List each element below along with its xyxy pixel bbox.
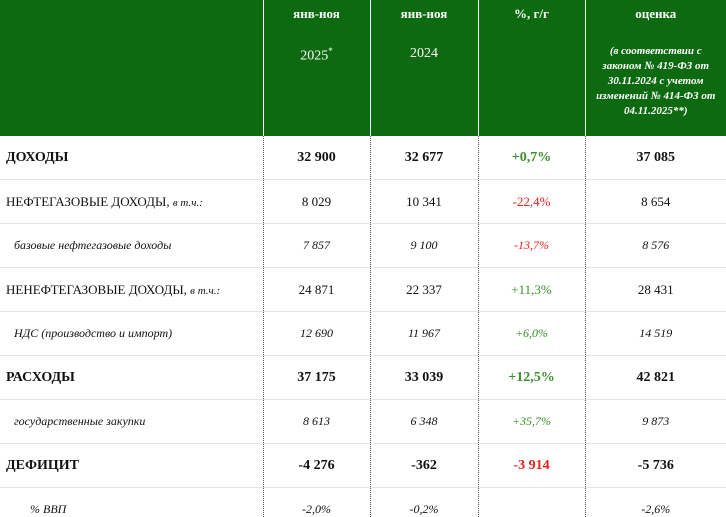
value-cell: +0,7% [477,136,585,180]
value-cell: 11 967 [369,311,478,356]
row-label: ДОХОДЫ [6,149,69,165]
value-cell: 6 348 [369,399,478,444]
value-cell: -2,6% [584,487,726,517]
row-label-cell: государственные закупки [0,399,263,444]
header-text: 2025 [300,48,329,64]
row-note: в т.ч.: [172,196,203,209]
table-row: НЕФТЕГАЗОВЫЕ ДОХОДЫ, в т.ч.: 8 029 10 341-… [0,179,726,224]
header-text: янв-ноя [293,6,340,21]
value-cell: 32 900 [262,136,370,180]
value-cell: 22 337 [369,267,478,312]
value-cell: 8 654 [584,179,726,224]
value-cell: +11,3% [477,267,585,312]
table-row: базовые нефтегазовые доходы 7 857 9 100 -13… [0,223,726,268]
table-row: НЕНЕФТЕГАЗОВЫЕ ДОХОДЫ, в т.ч.: 24 871 22 3… [0,267,726,312]
value-cell [477,487,585,517]
header-cell: янв-ноя 2024 [369,0,478,136]
header-cell: оценка (в соответствии с законом № 419-ФЗ… [584,0,726,136]
value-cell: 8 576 [584,223,726,268]
footnote-mark: * [328,46,333,56]
header-note: (в соответствии с законом № 419-ФЗ от 30… [596,45,716,117]
value-cell: -13,7% [477,223,585,268]
value-cell: +35,7% [477,399,585,444]
value-cell: 28 431 [584,267,726,312]
row-label-cell: ДОХОДЫ [0,136,263,180]
row-note: в т.ч.: [190,284,221,297]
value-cell: 33 039 [369,355,478,400]
value-cell: 7 857 [262,223,370,268]
value-cell: -5 736 [584,443,726,488]
value-cell: -362 [369,443,478,488]
value-cell: -3 914 [477,443,585,488]
value-cell: 10 341 [369,179,478,224]
value-cell: 12 690 [262,311,370,356]
table-row: НДС (производство и импорт) 12 690 11 967 +… [0,311,726,356]
row-label: НЕФТЕГАЗОВЫЕ ДОХОДЫ, [6,193,173,209]
value-cell: 37 175 [262,355,370,400]
row-label: НЕНЕФТЕГАЗОВЫЕ ДОХОДЫ, [6,281,191,297]
header-text: оценка [635,6,677,21]
value-cell: 8 029 [262,179,370,224]
value-cell: +6,0% [477,311,585,356]
value-cell: -22,4% [477,179,585,224]
row-label: % ВВП [30,502,67,516]
row-label-cell: РАСХОДЫ [0,355,263,400]
row-label: ДЕФИЦИТ [6,457,80,473]
header-text: %, г/г [514,6,549,21]
value-cell: +12,5% [477,355,585,400]
value-cell: 9 100 [369,223,478,268]
header-row: янв-ноя 2025* янв-ноя 2024 %, г/г оценка (в… [0,0,726,136]
value-cell: 8 613 [262,399,370,444]
row-label-cell: % ВВП [0,487,263,517]
header-cell: %, г/г [477,0,585,136]
value-cell: -2,0% [262,487,370,517]
row-label-cell: ДЕФИЦИТ [0,443,263,488]
value-cell: 32 677 [369,136,478,180]
header-cell [0,0,263,136]
table-row: ДЕФИЦИТ -4 276 -362 -3 914 -5 736 [0,443,726,488]
table-row: РАСХОДЫ 37 175 33 039 +12,5% 42 821 [0,355,726,400]
row-label-cell: НДС (производство и импорт) [0,311,263,356]
value-cell: 24 871 [262,267,370,312]
row-label: базовые нефтегазовые доходы [14,238,172,252]
row-label: НДС (производство и импорт) [14,326,173,340]
row-label-cell: НЕФТЕГАЗОВЫЕ ДОХОДЫ, в т.ч.: [0,179,263,224]
value-cell: 37 085 [584,136,726,180]
value-cell: 9 873 [584,399,726,444]
value-cell: -4 276 [262,443,370,488]
header-cell: янв-ноя 2025* [262,0,370,136]
header-year: 2024 [410,46,438,61]
row-label-cell: НЕНЕФТЕГАЗОВЫЕ ДОХОДЫ, в т.ч.: [0,267,263,312]
value-cell: -0,2% [369,487,478,517]
header-year: 2025* [268,46,366,65]
table-row: ДОХОДЫ 32 900 32 677 +0,7% 37 085 [0,136,726,180]
header-text: янв-ноя [400,6,448,21]
value-cell: 14 519 [584,311,726,356]
row-label: государственные закупки [14,414,146,428]
table-row: государственные закупки 8 613 6 348 +35,7% 9… [0,399,726,444]
row-label: РАСХОДЫ [6,369,75,385]
table-row: % ВВП -2,0% -0,2% -2,6% [0,487,726,517]
value-cell: 42 821 [584,355,726,400]
row-label-cell: базовые нефтегазовые доходы [0,223,263,268]
